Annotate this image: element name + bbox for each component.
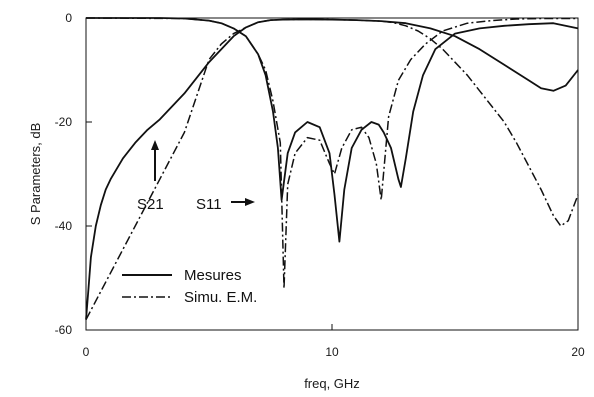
legend-label-mesures: Mesures [184, 267, 242, 284]
y-tick-label: -60 [55, 323, 73, 337]
series-layer [85, 17, 579, 320]
s11-arrow-head [245, 198, 255, 206]
x-tick-labels: 0 10 20 [83, 345, 585, 359]
y-tick-label: -20 [55, 115, 73, 129]
series-line-simu-3 [85, 18, 579, 320]
y-tick-label: -40 [55, 219, 73, 233]
s21-label: S21 [137, 196, 164, 213]
x-tick-label: 20 [571, 345, 585, 359]
s11-label: S11 [196, 196, 222, 213]
y-tick-labels: 0 -20 -40 -60 [55, 11, 73, 337]
x-tick-label: 0 [83, 345, 90, 359]
y-tick-label: 0 [65, 11, 72, 25]
x-axis-label: freq, GHz [304, 376, 360, 391]
s11-annotation: S11 [196, 196, 255, 213]
series-line-s21 [85, 18, 579, 320]
series-line-simu-2 [85, 17, 578, 290]
s21-arrow-head [151, 140, 159, 150]
s21-annotation: S21 [137, 140, 164, 213]
series-line-s11 [86, 17, 579, 243]
y-axis-label: S Parameters, dB [28, 123, 43, 226]
legend-label-simu: Simu. E.M. [184, 289, 257, 306]
legend: Mesures Simu. E.M. [122, 267, 257, 306]
x-tick-label: 10 [325, 345, 339, 359]
